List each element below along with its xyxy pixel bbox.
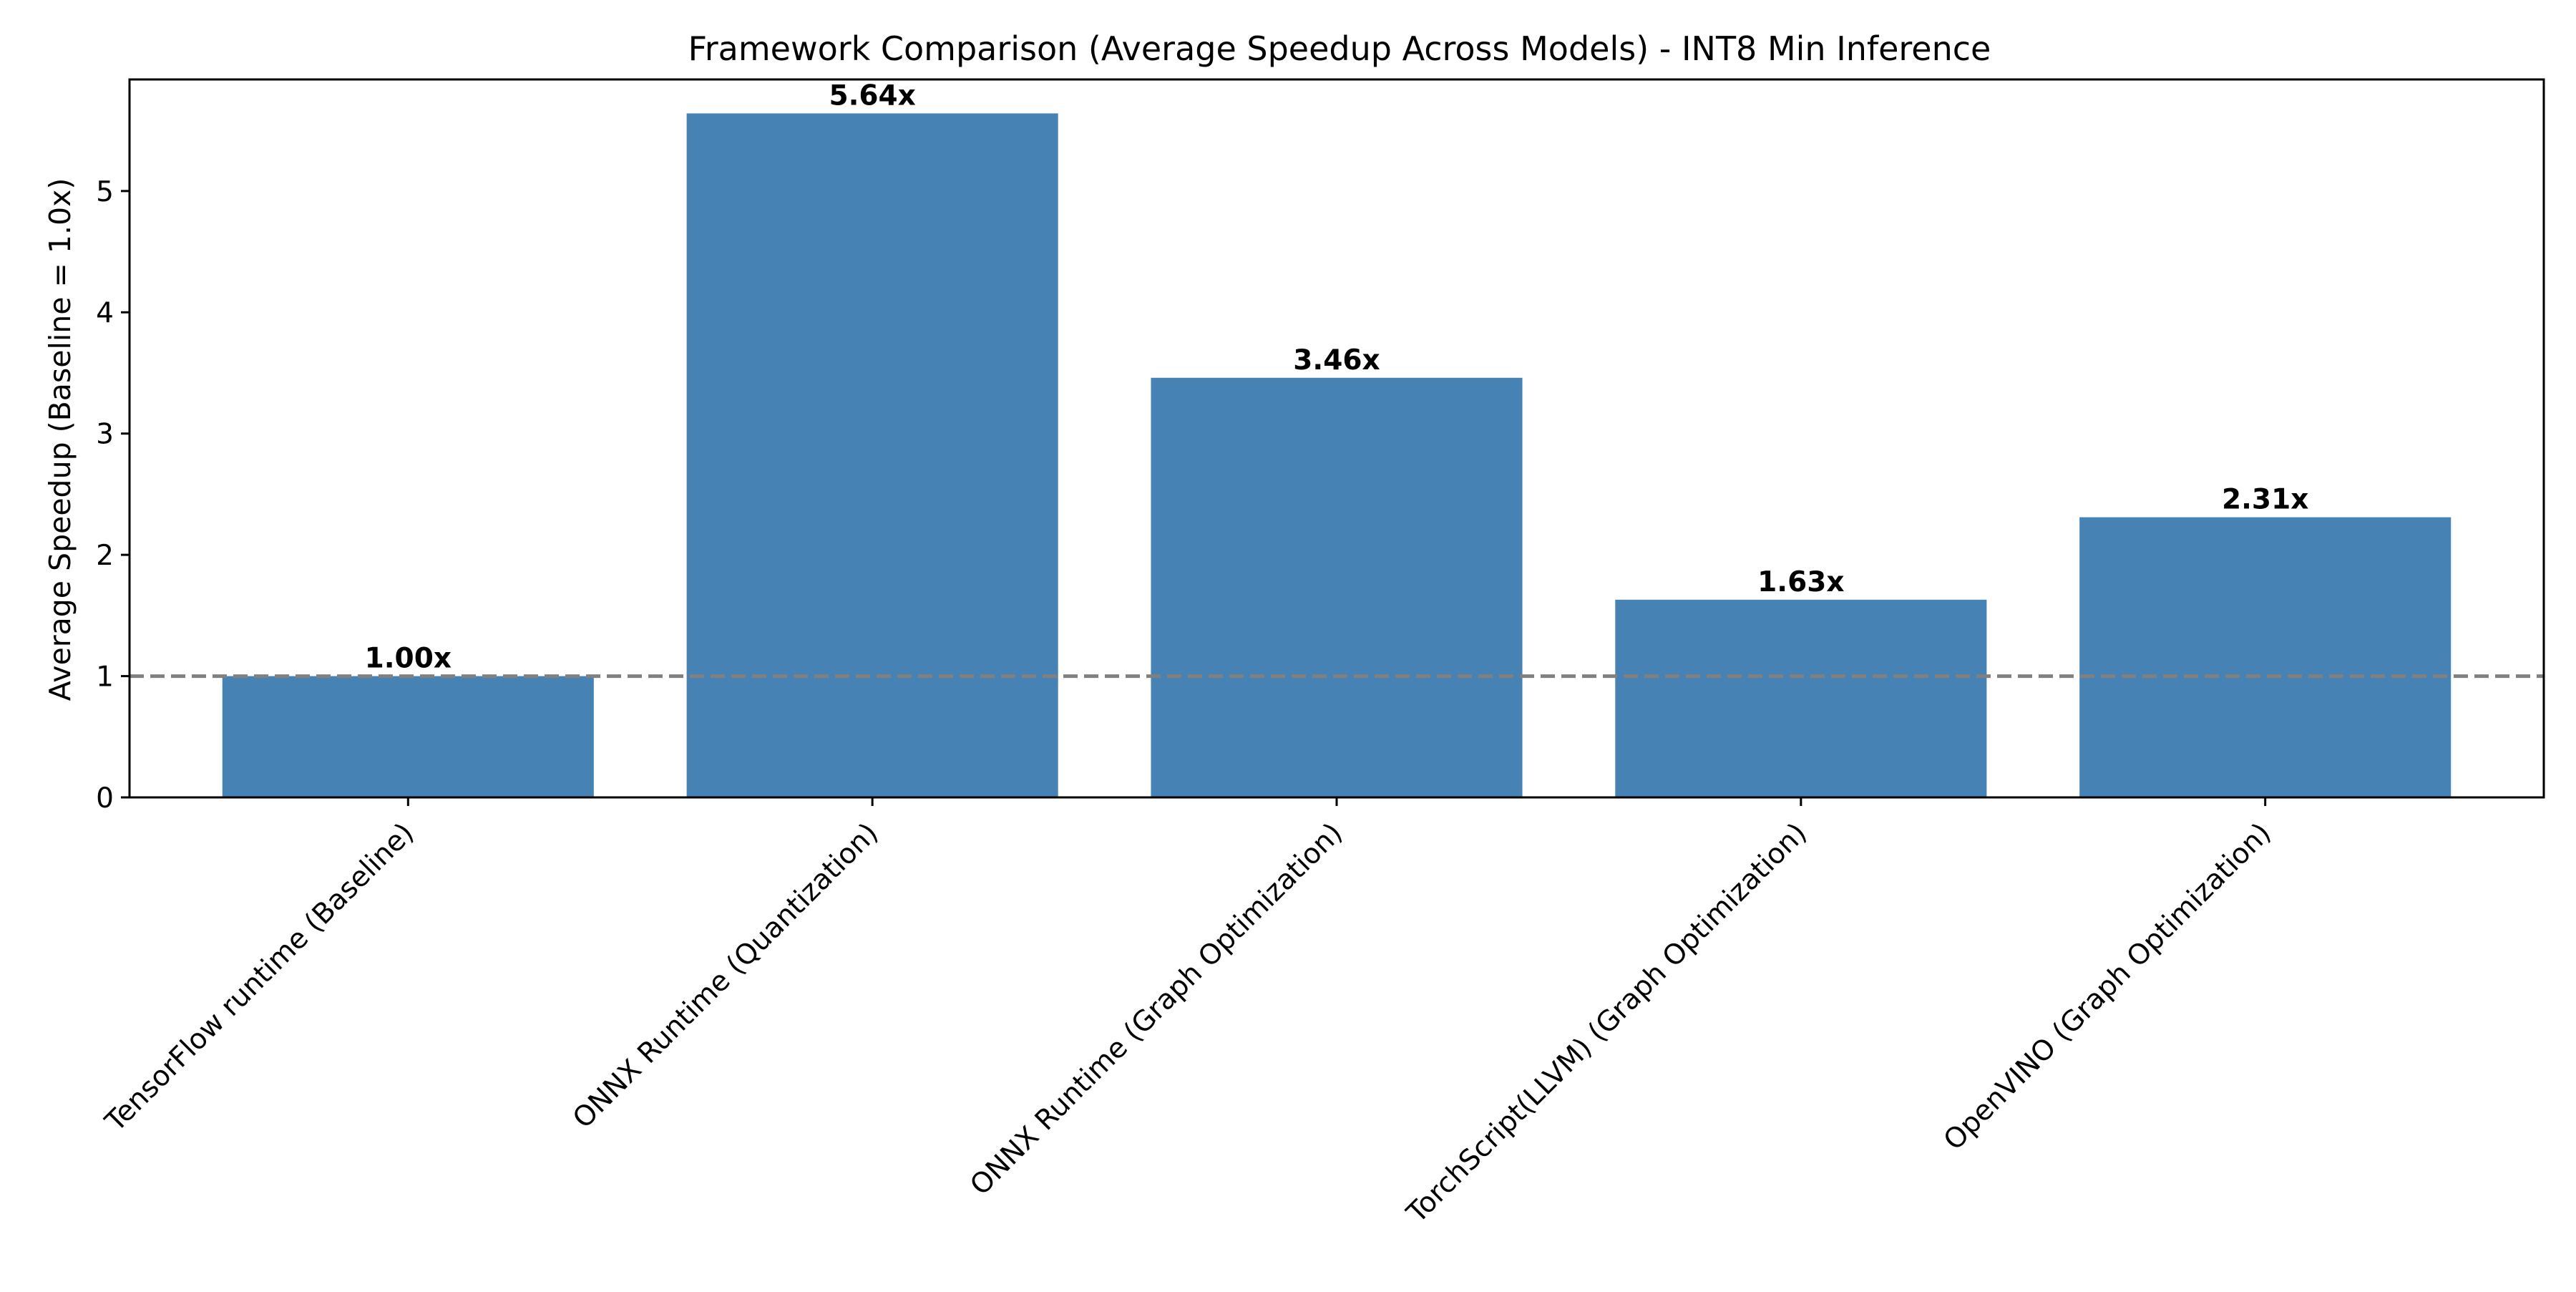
data-labels-layer: 1.00x 5.64x 3.46x 1.63x 2.31x <box>365 79 2309 674</box>
y-tick-label: 0 <box>96 782 114 815</box>
x-tick-label-4: TorchScript(LLVM) (Graph Optimization) <box>1400 817 1813 1230</box>
data-label-1: 1.00x <box>365 643 452 675</box>
x-tick-label-1: TensorFlow runtime (Baseline) <box>99 817 420 1138</box>
plot-frame <box>128 78 2545 799</box>
data-label-3: 3.46x <box>1293 344 1380 377</box>
bar-1 <box>222 676 594 797</box>
bar-5 <box>2079 517 2451 797</box>
y-axis-label: Average Speedup (Baseline = 1.0x) <box>43 178 77 701</box>
bars-layer <box>222 113 2451 797</box>
x-tick-label-5: OpenVINO (Graph Optimization) <box>1938 817 2278 1157</box>
bar-3 <box>1151 377 1523 797</box>
data-label-2: 5.64x <box>829 79 915 112</box>
y-tick-label: 5 <box>96 176 114 208</box>
x-tick-label-3: ONNX Runtime (Graph Optimization) <box>964 817 1349 1202</box>
x-axis: TensorFlow runtime (Baseline) ONNX Runtim… <box>99 797 2278 1230</box>
y-tick-label: 2 <box>96 540 114 572</box>
y-tick-label: 1 <box>96 661 114 694</box>
bar-2 <box>686 113 1058 797</box>
data-label-5: 2.31x <box>2222 484 2308 516</box>
y-axis: 0 1 2 3 4 5 <box>96 176 130 815</box>
data-label-4: 1.63x <box>1757 566 1844 598</box>
chart-title: Framework Comparison (Average Speedup Ac… <box>688 29 1991 68</box>
y-tick-label: 3 <box>96 419 114 451</box>
x-tick-label-2: ONNX Runtime (Quantization) <box>567 817 884 1135</box>
bar-4 <box>1615 599 1987 797</box>
y-tick-label: 4 <box>96 297 114 329</box>
